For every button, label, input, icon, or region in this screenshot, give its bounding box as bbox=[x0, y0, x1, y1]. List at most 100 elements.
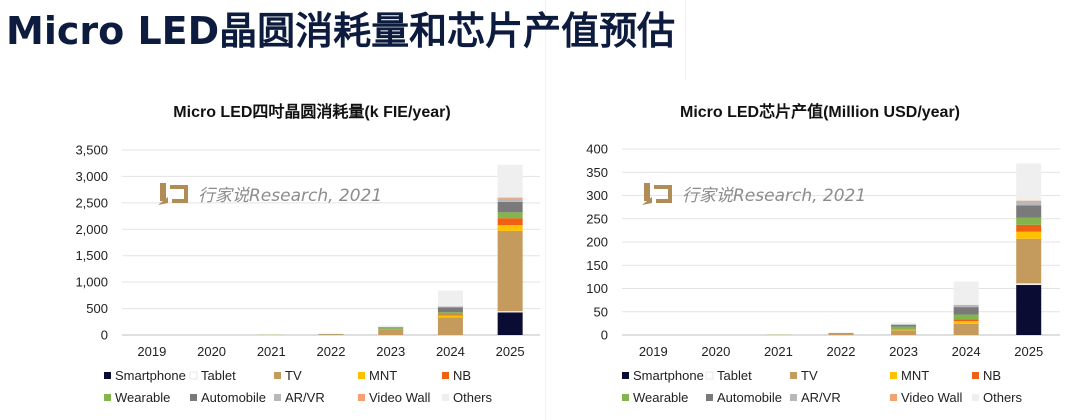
legend-item-nb: NB bbox=[442, 368, 471, 383]
bar-nb-2023 bbox=[891, 328, 917, 330]
legend-swatch bbox=[189, 371, 198, 380]
x-tick-label: 2022 bbox=[827, 344, 856, 359]
bar-nb-2025 bbox=[497, 218, 523, 226]
y-tick-label: 3,000 bbox=[75, 169, 108, 184]
y-tick-label: 350 bbox=[586, 165, 608, 180]
bar-ar-vr-2025 bbox=[1016, 201, 1042, 206]
y-tick-label: 500 bbox=[86, 301, 108, 316]
bar-tv-2025 bbox=[497, 230, 523, 312]
legend-swatch bbox=[622, 372, 629, 379]
x-tick-label: 2024 bbox=[952, 344, 981, 359]
bar-wearable-2024 bbox=[437, 312, 463, 315]
x-tick-label: 2020 bbox=[197, 344, 226, 359]
bar-automobile-2024 bbox=[437, 307, 463, 313]
y-tick-label: 2,500 bbox=[75, 195, 108, 210]
y-tick-label: 0 bbox=[101, 328, 108, 343]
bar-video-wall-2025 bbox=[497, 197, 523, 199]
bar-ar-vr-2024 bbox=[437, 306, 463, 308]
bar-mnt-2025 bbox=[497, 225, 523, 231]
bar-automobile-2024 bbox=[953, 307, 979, 315]
legend-swatch bbox=[890, 372, 897, 379]
legend-label: Wearable bbox=[115, 390, 170, 405]
bar-tv-2024 bbox=[953, 323, 979, 335]
chart-panel-wafer-consumption: Micro LED四吋晶圆消耗量(k FIE/year) 0 500 1,000 1,… bbox=[30, 90, 540, 420]
ju-logo-icon bbox=[158, 183, 188, 205]
y-tick-label: 0 bbox=[601, 328, 608, 343]
legend-label: Video Wall bbox=[901, 390, 963, 405]
legend-label: MNT bbox=[901, 368, 929, 383]
x-tick-label: 2019 bbox=[639, 344, 668, 359]
legend-item-ar-vr: AR/VR bbox=[790, 390, 841, 405]
x-tick-label: 2022 bbox=[317, 344, 346, 359]
watermark: 行家说Research, 2021 bbox=[642, 183, 866, 206]
legend-item-automobile: Automobile bbox=[706, 390, 782, 405]
ju-logo-icon bbox=[642, 183, 672, 205]
legend-swatch bbox=[104, 372, 111, 379]
bar-ar-vr-2025 bbox=[497, 198, 523, 202]
bar-tv-2024 bbox=[437, 317, 463, 335]
legend-swatch bbox=[705, 371, 714, 380]
bar-others-2023 bbox=[891, 322, 917, 325]
legend-swatch bbox=[442, 372, 449, 379]
bar-wearable-2025 bbox=[497, 212, 523, 219]
bar-wearable-2023 bbox=[891, 326, 917, 329]
legend-label: Video Wall bbox=[369, 390, 431, 405]
legend-item-tablet: Tablet bbox=[189, 368, 236, 383]
legend-label: TV bbox=[801, 368, 818, 383]
legend-swatch bbox=[358, 394, 365, 401]
watermark: 行家说Research, 2021 bbox=[158, 183, 382, 206]
y-tick-label: 250 bbox=[586, 211, 608, 226]
legend-swatch bbox=[790, 394, 797, 401]
bar-others-2023 bbox=[378, 325, 404, 328]
bar-nb-2024 bbox=[953, 319, 979, 322]
watermark-text: 行家说Research, 2021 bbox=[198, 186, 382, 206]
bar-smartphone-2025 bbox=[1016, 284, 1042, 335]
legend-label: AR/VR bbox=[285, 390, 325, 405]
x-tick-label: 2019 bbox=[137, 344, 166, 359]
chart-chip-value: Micro LED芯片产值(Million USD/year) 0 50 100 15… bbox=[586, 102, 1060, 405]
decorative-line bbox=[685, 0, 686, 80]
legend-label: Tablet bbox=[201, 368, 236, 383]
bar-wearable-2023 bbox=[378, 328, 404, 330]
watermark-text: 行家说Research, 2021 bbox=[682, 186, 866, 206]
x-tick-label: 2025 bbox=[1014, 344, 1043, 359]
legend-label: MNT bbox=[369, 368, 397, 383]
legend-label: TV bbox=[285, 368, 302, 383]
bar-tv-2022 bbox=[318, 334, 344, 335]
x-tick-label: 2024 bbox=[436, 344, 465, 359]
bar-others-2025 bbox=[1016, 163, 1042, 201]
legend-swatch bbox=[104, 394, 111, 401]
legend-label: NB bbox=[983, 368, 1001, 383]
bar-tv-2023 bbox=[378, 329, 404, 335]
bar-ar-vr-2023 bbox=[891, 324, 917, 325]
bar-tablet-2025 bbox=[497, 310, 523, 313]
bar-ar-vr-2024 bbox=[953, 304, 979, 308]
legend: Smartphone Tablet TV MNT NB Wearable Automobil… bbox=[622, 368, 1023, 405]
bar-smartphone-2025 bbox=[497, 312, 523, 335]
legend-swatch bbox=[358, 372, 365, 379]
legend-label: Automobile bbox=[201, 390, 266, 405]
legend-swatch bbox=[190, 394, 197, 401]
legend-label: Smartphone bbox=[115, 368, 186, 383]
x-tick-label: 2023 bbox=[376, 344, 405, 359]
legend-swatch bbox=[274, 394, 281, 401]
y-tick-label: 300 bbox=[586, 188, 608, 203]
bar-tablet-2025 bbox=[1015, 283, 1042, 286]
legend-swatch bbox=[622, 394, 629, 401]
legend-label: Tablet bbox=[717, 368, 752, 383]
bar-others-2021 bbox=[258, 334, 284, 335]
bar-automobile-2023 bbox=[891, 324, 917, 327]
y-tick-label: 50 bbox=[594, 304, 608, 319]
legend-swatch bbox=[790, 372, 797, 379]
bar-automobile-2025 bbox=[1016, 205, 1042, 218]
chart-title: Micro LED四吋晶圆消耗量(k FIE/year) bbox=[173, 102, 450, 121]
legend-item-tablet: Tablet bbox=[705, 368, 752, 383]
bar-others-2021 bbox=[765, 334, 791, 335]
y-tick-label: 400 bbox=[586, 142, 608, 157]
x-tick-label: 2025 bbox=[496, 344, 525, 359]
bar-automobile-2023 bbox=[378, 327, 404, 329]
legend-label: Others bbox=[983, 390, 1023, 405]
legend-label: Automobile bbox=[717, 390, 782, 405]
legend-item-tv: TV bbox=[790, 368, 818, 383]
chart-panel-chip-value: Micro LED芯片产值(Million USD/year) 0 50 100 15… bbox=[560, 90, 1070, 420]
